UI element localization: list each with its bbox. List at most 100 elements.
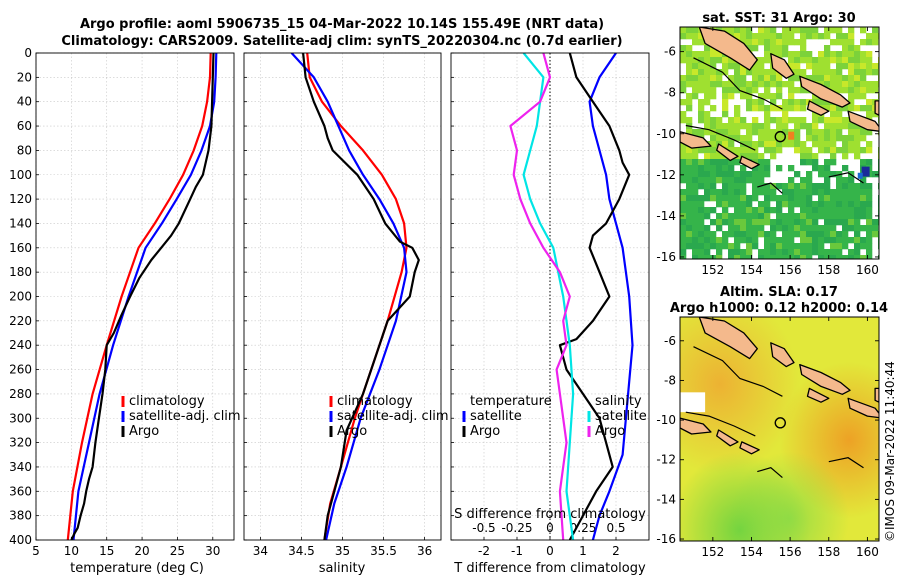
sst-cell [752, 45, 759, 52]
sst-cell [776, 105, 783, 112]
sst-cell [794, 117, 801, 124]
sst-cell [794, 63, 801, 70]
series-line-argo [302, 53, 420, 540]
sst-cell [698, 255, 705, 259]
sst-cell [686, 129, 693, 136]
sst-cell [842, 75, 849, 82]
sst-cell [824, 255, 831, 259]
sst-cell [812, 159, 819, 166]
difference-xlabel-top: S difference from climatology [454, 507, 646, 522]
sst-cell [710, 159, 717, 166]
sst-cell [788, 117, 795, 124]
sst-cell [758, 69, 765, 76]
map-y-tick-label: -8 [664, 86, 676, 100]
sst-cell [824, 201, 831, 208]
sst-cell [800, 117, 807, 124]
sst-cell [794, 255, 801, 259]
land-polygon [770, 342, 795, 368]
sst-cell [788, 249, 795, 256]
sst-cell [704, 75, 711, 82]
sst-cell [812, 243, 819, 250]
sst-cell [800, 51, 807, 58]
sst-cell [800, 33, 807, 40]
sst-cell [848, 99, 855, 106]
legend-label-temp-satellite: satellite [470, 409, 522, 424]
figure-title-line2: Climatology: CARS2009. Satellite-adj cli… [61, 34, 622, 49]
sst-cell [860, 87, 867, 94]
series-line-climatology [306, 53, 408, 540]
sst-cell [824, 207, 831, 214]
sst-cell [770, 135, 777, 142]
sst-cell [764, 111, 771, 118]
sst-cell [686, 231, 693, 238]
sst-cell [830, 159, 837, 166]
sst-cell [698, 81, 705, 88]
sla-map-axes: 152 154 156 158 160 -6 -8 -10 -12 -14 -16 [656, 316, 880, 559]
sst-cell [824, 183, 831, 190]
x-tick-label: 0 [546, 544, 554, 558]
sst-cell [710, 165, 717, 172]
sst-cell [716, 195, 723, 202]
sst-cell [758, 225, 765, 232]
land-polygon [874, 387, 879, 403]
sst-cell [794, 129, 801, 136]
land-polygon [874, 100, 879, 116]
sst-cell [758, 27, 765, 34]
sst-cell [740, 39, 747, 46]
sst-cell [824, 123, 831, 130]
sst-cell [848, 213, 855, 220]
sst-cell [692, 249, 699, 256]
sst-cell [746, 135, 753, 142]
x-tick-label: 30 [205, 544, 220, 558]
sst-cell [740, 225, 747, 232]
sst-cell [734, 63, 741, 70]
sst-cell [734, 219, 741, 226]
sst-cell [812, 93, 819, 100]
sst-cell [854, 237, 861, 244]
sst-cell [770, 255, 777, 259]
sst-cell [722, 111, 729, 118]
sst-cell [770, 39, 777, 46]
sst-cell [770, 195, 777, 202]
map-y-tick-label: -14 [656, 492, 676, 506]
sst-cell [842, 255, 849, 259]
sla-map-title-line2: Argo h1000: 0.12 h2000: 0.14 [670, 301, 888, 316]
sst-cell [776, 51, 783, 58]
sst-cell [830, 225, 837, 232]
sst-cell [818, 189, 825, 196]
sst-cell [824, 213, 831, 220]
sst-cell [788, 63, 795, 70]
sst-cell [680, 237, 687, 244]
sst-cell [722, 165, 729, 172]
map-frame [679, 26, 880, 260]
sst-cell [758, 105, 765, 112]
sst-cell [740, 231, 747, 238]
sst-cell [716, 51, 723, 58]
sst-cell [842, 33, 849, 40]
sst-cell [848, 177, 855, 184]
sst-cell [782, 195, 789, 202]
sst-cell [782, 33, 789, 40]
sst-cell [698, 195, 705, 202]
sst-cell [854, 153, 861, 160]
sst-cell [812, 141, 819, 148]
sst-cell [704, 81, 711, 88]
sst-cell [770, 189, 777, 196]
sst-cell [860, 255, 867, 259]
sst-cell [704, 129, 711, 136]
sst-cell [824, 135, 831, 142]
sst-cell [710, 195, 717, 202]
sst-cell [776, 201, 783, 208]
sst-cell [806, 201, 813, 208]
sst-cell [854, 93, 861, 100]
sst-cell [836, 147, 843, 154]
sst-cell [824, 225, 831, 232]
sst-cell [752, 231, 759, 238]
legend-label-satellite: satellite-adj. clim [129, 409, 241, 424]
sst-cell [818, 195, 825, 202]
sst-cell [758, 159, 765, 166]
sst-cell [848, 33, 855, 40]
sst-cell [866, 99, 873, 106]
legend-label-satellite: satellite-adj. clim [337, 409, 449, 424]
sst-cell [728, 129, 735, 136]
